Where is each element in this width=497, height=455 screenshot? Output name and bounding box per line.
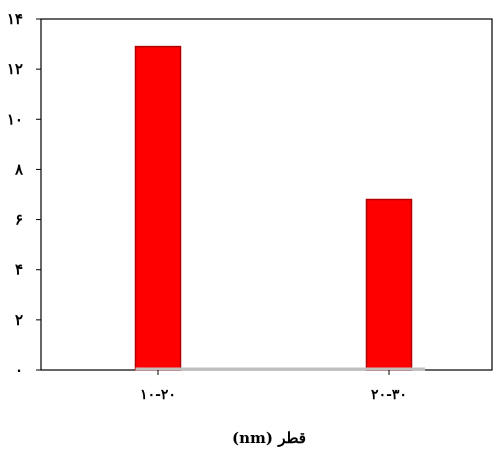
x-tick-label: ۲۰-۳۰ <box>371 387 407 403</box>
bar <box>134 45 182 371</box>
plot-area: ۰ ۲ ۴ ۶ ۸ ۱۰ ۱۲ ۱۴ ۱۰-۲۰ ۲۰-۳۰ <box>7 10 493 403</box>
y-tick-label: ۱۲ <box>7 60 23 78</box>
y-tick-label: ۰ <box>15 361 23 379</box>
y-tick-label: ۶ <box>15 211 23 229</box>
x-axis-title: قطر (nm) <box>232 429 306 447</box>
y-axis: ۰ ۲ ۴ ۶ ۸ ۱۰ ۱۲ ۱۴ <box>7 10 41 379</box>
y-tick-label: ۲ <box>15 311 23 329</box>
bars <box>134 45 413 371</box>
y-tick-label: ۱۰ <box>7 110 23 128</box>
bar <box>365 198 413 371</box>
x-axis: ۱۰-۲۰ ۲۰-۳۰ <box>140 370 407 403</box>
y-tick-label: ۴ <box>15 261 23 279</box>
y-tick-label: ۱۴ <box>7 10 23 28</box>
y-tick-label: ۸ <box>14 160 24 178</box>
x-tick-label: ۱۰-۲۰ <box>140 387 176 403</box>
plot-frame <box>40 18 493 371</box>
